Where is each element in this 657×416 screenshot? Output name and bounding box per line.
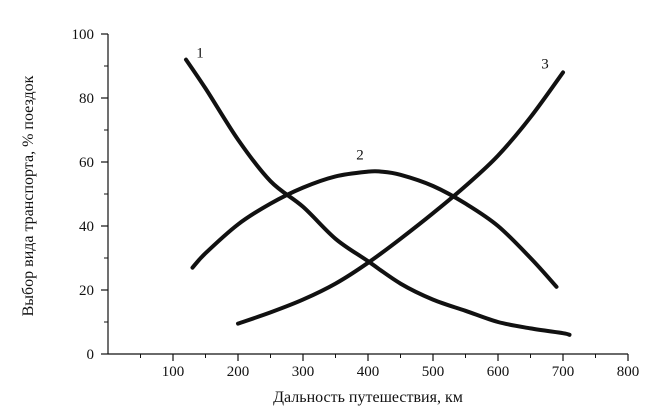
series-line-3 (236, 70, 565, 326)
x-tick-label: 500 (422, 364, 445, 380)
series-label-3: 3 (541, 56, 549, 72)
y-tick-label: 60 (79, 155, 94, 171)
series-label-2: 2 (356, 148, 364, 164)
series-labels: 1 2 3 (196, 46, 549, 164)
y-tick-label: 100 (72, 27, 95, 43)
series-line-1 (184, 57, 572, 337)
y-tick-label: 0 (87, 347, 95, 363)
y-tick-label: 40 (79, 219, 94, 235)
x-tick-label: 400 (357, 364, 380, 380)
x-tick-label: 600 (487, 364, 510, 380)
axes (107, 34, 628, 355)
series-lines (184, 57, 572, 337)
x-tick-label: 700 (552, 364, 575, 380)
x-tick-label: 800 (617, 364, 640, 380)
x-axis-title: Дальность путешествия, км (273, 389, 463, 406)
y-axis-title: Выбор вида транспорта, % поездок (20, 75, 37, 316)
x-tick-label: 100 (162, 364, 185, 380)
ticks: 100 200 300 400 500 600 700 800 0 20 40 60 80 100 (72, 27, 640, 380)
series-label-1: 1 (196, 46, 204, 62)
y-tick-label: 20 (79, 283, 94, 299)
y-tick-label: 80 (79, 91, 94, 107)
x-tick-label: 300 (292, 364, 315, 380)
series-line-2 (190, 169, 559, 289)
x-tick-label: 200 (227, 364, 250, 380)
